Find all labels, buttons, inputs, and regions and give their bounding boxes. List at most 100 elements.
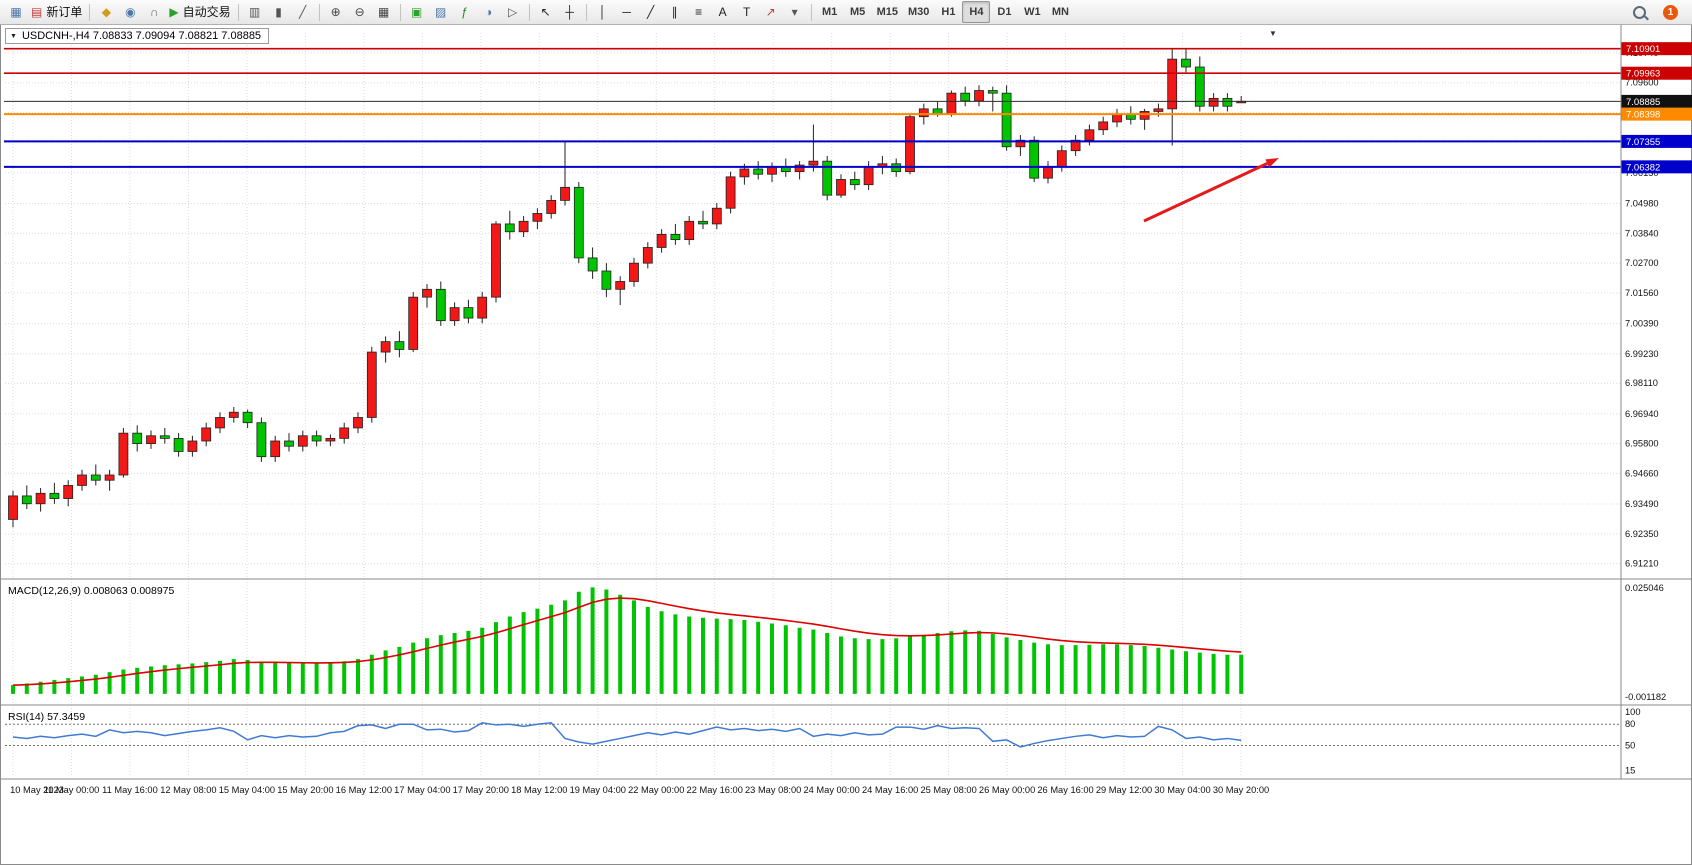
new-order-button-label: 新订单 [46,5,83,19]
arrows-icon[interactable]: ↗ [759,2,783,22]
timeframe-h4-label: H4 [969,6,984,18]
price-axis-tick: 6.92350 [1625,529,1659,539]
crosshair-icon[interactable]: ┼ [558,2,582,22]
time-axis-label: 18 May 12:00 [511,785,567,795]
label-icon[interactable]: T [735,2,759,22]
macd-signal-line [12,597,1242,686]
time-axis-label: 25 May 08:00 [920,785,976,795]
channel-icon[interactable]: ∥ [663,2,687,22]
price-label-text: 7.07355 [1626,137,1660,148]
market-watch-icon[interactable]: ◆ [94,2,118,22]
candlestick-chart-icon[interactable]: ▮ [267,2,291,22]
price-axis-tick: 7.04980 [1625,199,1659,209]
cursor-icon[interactable]: ↖ [534,2,558,22]
timeframe-m15[interactable]: M15 [872,1,903,23]
price-axis-tick: 7.02700 [1625,258,1659,268]
cursor-icon: ↖ [540,5,551,19]
profiles-icon[interactable]: ▨ [429,2,453,22]
bar-chart-icon: ▥ [248,5,261,19]
svg-text:0.025046: 0.025046 [1625,583,1664,593]
rsi-label: RSI(14) 57.3459 [8,711,85,723]
market-watch-icon: ◆ [101,5,111,19]
indicators-icon: ƒ [461,5,468,19]
chart-shift-icon[interactable]: ▷ [501,2,525,22]
toolbox-icon[interactable]: ∩ [142,2,166,22]
indicators-icon[interactable]: ƒ [453,2,477,22]
autotrading-button-label: 自动交易 [182,5,231,19]
toolbar-separator [528,3,530,21]
channel-icon: ∥ [671,5,678,19]
timeframe-m5[interactable]: M5 [844,1,872,23]
time-axis-label: 23 May 08:00 [745,785,801,795]
bar-chart-icon[interactable]: ▥ [243,2,267,22]
time-axis-label: 15 May 20:00 [277,785,333,795]
price-label-box [1621,94,1692,108]
text-icon: A [718,5,727,19]
macd-label: MACD(12,26,9) 0.008063 0.008975 [8,585,175,597]
price-label-box [1621,66,1692,80]
crosshair-icon: ┼ [565,5,574,19]
svg-text:100: 100 [1625,707,1641,717]
terminal-icon[interactable]: ▦ [4,2,28,22]
vertical-line-icon[interactable]: │ [591,2,615,22]
timeframe-m1[interactable]: M1 [816,1,844,23]
zoom-in-icon: ⊕ [330,5,341,19]
toolbar-right: 1 [1627,2,1688,22]
text-icon[interactable]: A [711,2,735,22]
toolbar-separator [237,3,239,21]
price-axis-tick: 6.93490 [1625,499,1659,509]
price-label-text: 7.08398 [1626,110,1660,121]
terminal-icon: ▦ [10,5,22,19]
time-axis-label: 29 May 12:00 [1096,785,1152,795]
rsi-line [12,722,1242,748]
price-label-box [1621,42,1692,56]
timeframe-h4[interactable]: H4 [962,1,991,23]
new-order-button[interactable]: ▤ 新订单 [28,2,85,22]
new-chart-icon: ▣ [410,5,423,19]
zoom-out-icon: ⊖ [354,5,365,19]
time-axis-label: 22 May 16:00 [687,785,743,795]
timeframe-h1[interactable]: H1 [934,1,962,23]
tile-windows-icon[interactable]: ▦ [372,2,396,22]
horizontal-line-icon[interactable]: ─ [615,2,639,22]
timeframe-mn[interactable]: MN [1046,1,1074,23]
price-chart[interactable]: MACD(12,26,9) 0.008063 0.008975 RSI(14) 5… [1,25,1692,865]
trendline-icon[interactable]: ╱ [639,2,663,22]
toolbar-separator [810,3,812,21]
fibonacci-icon[interactable]: ≡ [687,2,711,22]
label-icon: T [742,5,751,19]
chart-header[interactable]: ▼ USDCNH-,H4 7.08833 7.09094 7.08821 7.0… [5,28,270,44]
timeframe-d1[interactable]: D1 [990,1,1018,23]
price-axis-tick: 7.01560 [1625,288,1659,298]
svg-text:-0.001182: -0.001182 [1625,692,1666,702]
timeframe-w1[interactable]: W1 [1018,1,1046,23]
time-axis-label: 17 May 20:00 [453,785,509,795]
arrows-dropdown-icon[interactable]: ▾ [783,2,807,22]
time-axis-label: 15 May 04:00 [219,785,275,795]
arrows-dropdown-icon: ▾ [791,5,798,19]
timeframe-m30[interactable]: M30 [903,1,934,23]
line-chart-icon[interactable]: ╱ [291,2,315,22]
periods-icon[interactable]: ◑ [477,2,501,22]
time-axis-label: 26 May 00:00 [979,785,1035,795]
trendline-icon: ╱ [646,5,655,19]
price-label-text: 7.08885 [1626,97,1660,108]
time-axis-label: 12 May 08:00 [160,785,216,795]
new-order-icon: ▤ [31,5,43,19]
navigator-icon[interactable]: ◉ [118,2,142,22]
time-axis-label: 24 May 16:00 [862,785,918,795]
notification-badge[interactable]: 1 [1663,4,1678,20]
zoom-out-icon[interactable]: ⊖ [348,2,372,22]
autotrading-button[interactable]: ▶ 自动交易 [166,2,233,22]
new-chart-icon[interactable]: ▣ [405,2,429,22]
price-label-text: 7.10901 [1626,44,1660,55]
toolbar-separator [585,3,587,21]
candles-layer [8,48,1247,528]
price-label-text: 7.06382 [1626,162,1660,173]
collapse-triangle-icon: ▼ [10,32,17,40]
fibonacci-icon: ≡ [695,5,703,19]
zoom-in-icon[interactable]: ⊕ [324,2,348,22]
search-button[interactable] [1627,2,1651,22]
price-label-box [1621,134,1692,148]
